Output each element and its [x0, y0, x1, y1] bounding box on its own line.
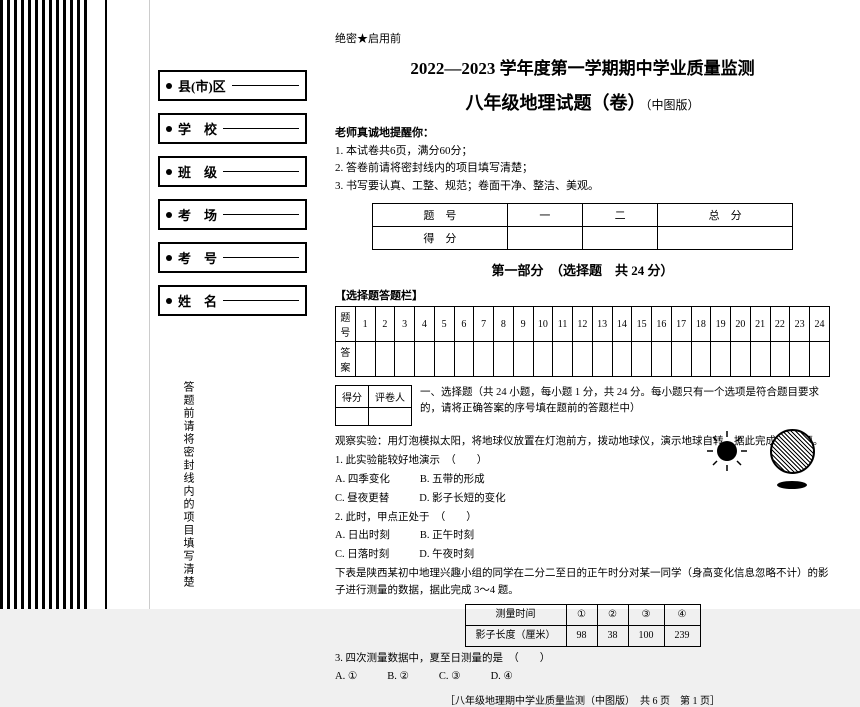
content-area: 绝密★启用前 2022—2023 学年度第一学期期中学业质量监测 八年级地理试题…	[315, 0, 860, 609]
section1-title: 第一部分 （选择题 共 24 分）	[335, 260, 830, 279]
globe-figure	[705, 429, 820, 489]
page: 县(市)区 学 校 班 级 考 场 考 号 姓 名 答题前请将密封线内的项目填写…	[0, 0, 860, 609]
choice-intro-row: 得分评卷人 一、选择题（共 24 小题，每小题 1 分，共 24 分。每小题只有…	[335, 385, 830, 426]
binding-stripes	[0, 0, 90, 609]
sun-icon	[705, 429, 750, 474]
instructions: 老师真诚地提醒你： 1. 本试卷共6页，满分60分； 2. 答卷前请将密封线内的…	[335, 125, 830, 195]
binding-line	[105, 0, 107, 609]
sub-title: 八年级地理试题（卷）（中图版）	[335, 89, 830, 115]
sidebar: 县(市)区 学 校 班 级 考 场 考 号 姓 名 答题前请将密封线内的项目填写…	[150, 0, 315, 609]
field-class: 班 级	[158, 156, 307, 187]
secret-label: 绝密★启用前	[335, 30, 830, 46]
seal-note: 答题前请将密封线内的项目填写清楚	[180, 381, 196, 589]
choice-intro-text: 一、选择题（共 24 小题，每小题 1 分，共 24 分。每小题只有一个选项是符…	[420, 385, 830, 417]
field-room: 考 场	[158, 199, 307, 230]
field-school: 学 校	[158, 113, 307, 144]
field-number: 考 号	[158, 242, 307, 273]
grader-box: 得分评卷人	[335, 385, 412, 426]
answer-grid-header-row: 题号 1234 5678 9101112 13141516 17181920 2…	[336, 307, 830, 342]
question-body: 观察实验：用灯泡模拟太阳，将地球仪放置在灯泡前方，拨动地球仪，演示地球自转。据此…	[335, 434, 830, 686]
answer-grid-label: 【选择题答题栏】	[335, 287, 830, 303]
field-county: 县(市)区	[158, 70, 307, 101]
binding-edge	[0, 0, 150, 609]
page-footer: ［八年级地理期中学业质量监测（中图版） 共 6 页 第 1 页］	[335, 692, 830, 707]
main-title: 2022—2023 学年度第一学期期中学业质量监测	[335, 54, 830, 79]
score-table: 题 号 一 二 总 分 得 分	[372, 203, 793, 250]
field-name: 姓 名	[158, 285, 307, 316]
globe-icon	[765, 429, 820, 489]
answer-grid-answer-row: 答案	[336, 342, 830, 377]
measure-table: 测量时间 ①② ③④ 影子长度（厘米） 9838 100239	[465, 604, 701, 647]
answer-grid: 题号 1234 5678 9101112 13141516 17181920 2…	[335, 306, 830, 377]
